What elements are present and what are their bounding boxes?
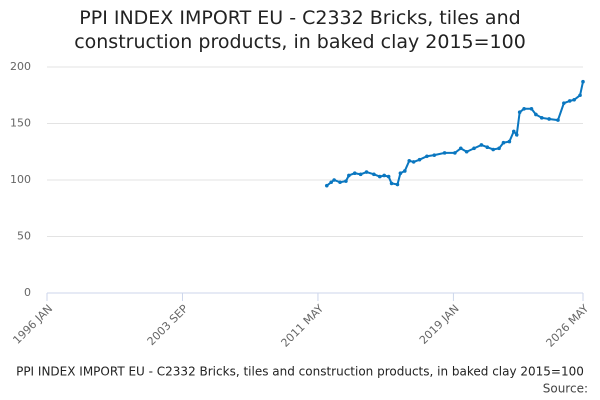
data-point [407,158,412,163]
y-tick-label: 150 [10,117,31,130]
data-point [377,174,382,179]
data-point [329,180,333,185]
data-point [581,79,585,84]
data-point [539,116,544,120]
data-point [501,140,506,145]
x-tick-label: 2019 JAN [417,302,462,347]
y-tick-label: 50 [17,230,31,243]
data-point [458,146,463,151]
data-point [567,99,572,103]
x-tick-label: 2003 SEP [145,302,191,348]
y-tick-label: 100 [10,173,31,186]
data-point [411,160,416,164]
data-point [464,149,469,154]
data-point [432,153,437,157]
data-point [507,139,512,144]
data-point [398,171,403,176]
x-tick-label: 1996 JAN [10,302,55,347]
data-line [326,81,584,187]
chart-title: PPI INDEX IMPORT EU - C2332 Bricks, tile… [74,7,526,53]
data-point [442,151,447,155]
data-point [358,172,363,177]
data-point [517,110,522,114]
data-point [389,181,394,186]
data-point [372,172,376,177]
data-point [562,101,566,105]
data-point [547,117,551,121]
data-point [511,129,516,134]
data-point [395,182,400,187]
data-point [485,145,490,150]
source: Source: [543,382,588,396]
data-point [497,146,501,151]
caption: PPI INDEX IMPORT EU - C2332 Bricks, tile… [16,365,584,379]
data-point [479,143,484,147]
data-point [425,154,429,159]
x-tick-label: 2026 MAY [544,302,592,350]
data-point [572,97,576,102]
data-point [578,93,582,98]
x-tick-label: 2011 MAY [279,302,327,350]
data-point [453,151,457,155]
data-point [529,107,534,111]
data-point [364,170,369,174]
data-point [417,157,422,162]
data-point [386,174,391,179]
data-point [344,179,348,183]
data-point [514,133,519,137]
data-point [338,180,342,185]
data-point [522,107,526,111]
data-point [534,112,538,117]
data-point [352,171,357,176]
data-point [556,118,560,122]
data-point [382,173,387,178]
y-tick-label: 0 [24,286,31,299]
data-point [472,146,476,151]
data-point [324,183,329,188]
data-point [403,169,407,173]
data-point [491,147,495,152]
data-point [332,178,336,182]
y-tick-label: 200 [10,60,31,73]
data-point [347,173,351,178]
